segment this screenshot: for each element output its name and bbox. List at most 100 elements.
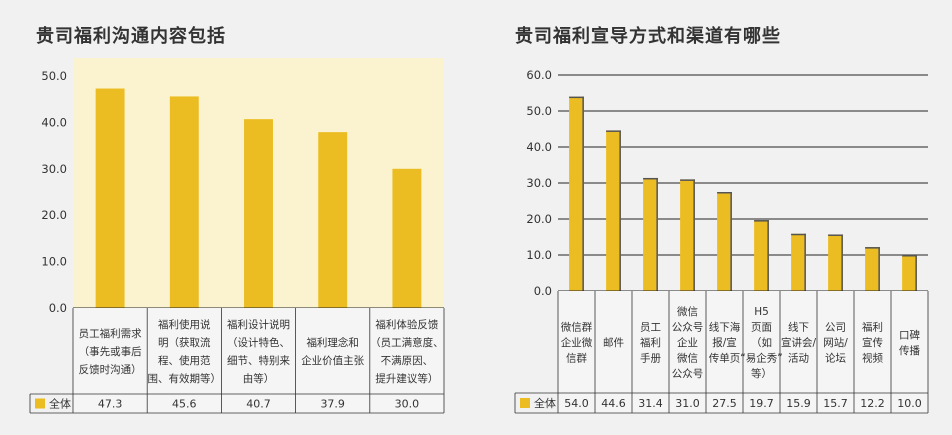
bar bbox=[717, 192, 732, 291]
y-tick-label: 30.0 bbox=[41, 162, 67, 176]
y-tick-label: 40.0 bbox=[526, 140, 552, 154]
category-label: 福利 bbox=[640, 336, 661, 349]
y-tick-label: 60.0 bbox=[526, 68, 552, 82]
bar-shadow bbox=[582, 96, 584, 291]
bar bbox=[244, 119, 273, 308]
category-label: 程、使用范 bbox=[158, 354, 211, 367]
category-label: 线下 bbox=[788, 321, 809, 334]
category-label: 报/宣 bbox=[712, 336, 737, 349]
y-tick-label: 50.0 bbox=[526, 104, 552, 118]
chart-0-plot: 0.0 10.0 20.0 30.0 40.0 50.0 员工福利需求 （事先或事后反馈时沟通… bbox=[29, 58, 445, 414]
category-label: 福利理念和 bbox=[306, 336, 359, 349]
bar bbox=[606, 130, 621, 291]
bar-top-edge bbox=[902, 255, 917, 257]
chart-left-svg: 0.0 10.0 20.0 30.0 40.0 50.0 员工福利需求 （事先或事后反馈时沟通… bbox=[29, 58, 445, 414]
data-value: 47.3 bbox=[98, 398, 123, 411]
category-label: 口碑 bbox=[899, 328, 920, 341]
category-label: 提升建议等） bbox=[375, 372, 438, 385]
y-tick-label: 50.0 bbox=[41, 69, 67, 83]
bar bbox=[318, 132, 348, 308]
bar bbox=[392, 168, 422, 308]
category-label: 手册 bbox=[640, 352, 661, 365]
category-label: 由等） bbox=[243, 372, 275, 385]
bar bbox=[791, 233, 806, 291]
category-label: 活动 bbox=[788, 353, 809, 365]
category-label: 信群 bbox=[566, 352, 587, 365]
category-label: 反馈时沟通） bbox=[79, 363, 142, 376]
bar-top-edge bbox=[569, 96, 584, 99]
category-label: 线下海 bbox=[709, 321, 741, 334]
bar-shadow bbox=[693, 179, 695, 291]
bar-shadow bbox=[915, 255, 917, 291]
bar-top-edge bbox=[865, 247, 880, 249]
category-label: 微信 bbox=[677, 352, 698, 365]
bar-top-edge bbox=[643, 177, 658, 180]
bar bbox=[828, 234, 843, 291]
category-label: 邮件 bbox=[603, 336, 624, 349]
category-label: 不满原因、 bbox=[381, 355, 434, 367]
y-tick-label: 20.0 bbox=[41, 208, 67, 222]
chart-1-plot: 0.010.020.030.040.050.060.0微信群企业微信群邮件员工福… bbox=[514, 68, 929, 414]
legend-label: 全体 bbox=[534, 396, 556, 410]
category-label: 微信 bbox=[677, 305, 698, 318]
category-label: （设计特色、 bbox=[227, 336, 290, 349]
category-label: 公司 bbox=[825, 322, 846, 334]
category-label: 传播 bbox=[899, 344, 920, 357]
category-label: 等） bbox=[751, 367, 772, 380]
category-label: H5 bbox=[754, 306, 769, 318]
category-label: 公众号 bbox=[672, 368, 704, 380]
y-tick-label: 10.0 bbox=[526, 248, 552, 262]
data-value: 31.4 bbox=[638, 397, 663, 410]
category-label: 围、有效期等） bbox=[148, 372, 222, 385]
bar bbox=[569, 96, 584, 291]
data-value: 15.7 bbox=[823, 397, 848, 410]
category-label: 企业 bbox=[677, 336, 698, 349]
y-tick-label: 30.0 bbox=[526, 176, 552, 190]
chart-left-panel: 贵司福利沟通内容包括 0.0 10.0 20.0 30.0 40.0 50.0 员工福利需求… bbox=[0, 0, 470, 435]
data-value: 15.9 bbox=[786, 397, 811, 410]
category-label: 福利 bbox=[862, 321, 883, 334]
category-label: 福利设计说明 bbox=[227, 318, 290, 331]
bar-shadow bbox=[656, 177, 658, 291]
category-label: 企业微 bbox=[561, 336, 593, 349]
bar-shadow bbox=[619, 130, 621, 291]
category-label: 企业价值主张 bbox=[301, 354, 364, 367]
chart-right-panel: 贵司福利宣导方式和渠道有哪些 0.0 10.0 20.0 30.0 40.0 50.0 60… bbox=[485, 0, 952, 435]
bar bbox=[902, 255, 917, 291]
bar-top-edge bbox=[791, 233, 806, 236]
y-tick-label: 0.0 bbox=[534, 284, 552, 298]
bar-top-edge bbox=[828, 234, 843, 236]
chart-left-title: 贵司福利沟通内容包括 bbox=[36, 26, 226, 47]
data-value: 54.0 bbox=[564, 397, 589, 410]
bar-top-edge bbox=[754, 220, 769, 222]
category-label: （如 bbox=[751, 336, 772, 349]
data-value: 37.9 bbox=[320, 398, 345, 411]
bar-shadow bbox=[804, 233, 806, 291]
data-value: 12.2 bbox=[860, 397, 885, 410]
data-value: 40.7 bbox=[246, 398, 271, 411]
y-tick-label: 40.0 bbox=[41, 115, 67, 129]
bar bbox=[95, 88, 125, 308]
category-label: 网站/ bbox=[823, 336, 848, 349]
category-label: 宣讲会/ bbox=[781, 336, 816, 349]
category-label: “易企秀” bbox=[740, 352, 782, 365]
bar bbox=[865, 247, 880, 291]
category-label: 员工 bbox=[640, 322, 661, 334]
data-value: 27.5 bbox=[712, 397, 737, 410]
category-label: 福利使用说 bbox=[158, 318, 211, 331]
category-label: 明（获取流 bbox=[158, 336, 211, 349]
chart-right-svg: 0.010.020.030.040.050.060.0微信群企业微信群邮件员工福… bbox=[514, 68, 929, 414]
category-label: 员工福利需求 bbox=[79, 327, 142, 340]
legend-swatch bbox=[35, 398, 45, 409]
y-tick-label: 0.0 bbox=[49, 301, 67, 315]
category-label: 论坛 bbox=[825, 352, 846, 365]
bar bbox=[754, 220, 769, 291]
bar-shadow bbox=[841, 234, 843, 291]
data-value: 31.0 bbox=[675, 397, 700, 410]
category-label: 公众号 bbox=[672, 322, 704, 334]
category-label: （事先或事后 bbox=[79, 345, 142, 358]
bar-shadow bbox=[878, 247, 880, 291]
data-value: 19.7 bbox=[749, 397, 774, 410]
bar-shadow bbox=[767, 220, 769, 291]
data-value: 45.6 bbox=[172, 398, 197, 411]
